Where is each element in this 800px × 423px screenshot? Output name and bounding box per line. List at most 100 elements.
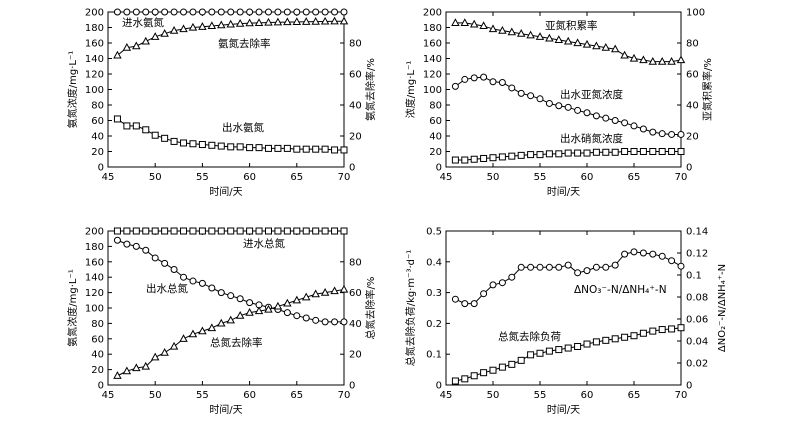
data-point-circle <box>508 84 516 92</box>
x-tick-label: 50 <box>149 390 162 401</box>
data-point-circle <box>236 8 244 16</box>
data-point-triangle <box>160 348 169 356</box>
data-point-circle <box>527 92 535 100</box>
data-point-circle <box>208 8 216 16</box>
data-point-circle <box>331 318 339 326</box>
data-point-triangle <box>198 326 207 335</box>
y-tick-label: 0.4 <box>426 257 442 268</box>
data-point-triangle <box>545 33 554 42</box>
y-tick-label: 100 <box>85 304 104 315</box>
y2-tick-label: 60 <box>349 70 362 81</box>
data-point-circle <box>574 106 582 114</box>
chart-panel-1: 45 50 55 60 65 700204060801001201401601802000… <box>66 8 377 199</box>
y-tick-label: 100 <box>85 85 104 96</box>
data-point-circle <box>180 8 188 16</box>
data-point-square <box>649 148 657 155</box>
y-tick-label: 0.2 <box>426 319 442 330</box>
data-point-square <box>302 227 310 235</box>
y-tick-label: 0 <box>98 163 104 174</box>
x-tick-label: 65 <box>290 390 303 401</box>
data-point-triangle <box>301 292 311 301</box>
y-tick-label: 120 <box>423 70 442 81</box>
data-point-square <box>180 227 188 235</box>
y-tick-label: 80 <box>91 319 104 330</box>
x-tick-label: 55 <box>196 172 209 183</box>
data-point-circle <box>132 242 140 250</box>
data-point-triangle <box>283 17 292 26</box>
y-tick-label: 60 <box>91 116 104 127</box>
data-point-circle <box>470 300 478 308</box>
data-point-triangle <box>188 329 198 338</box>
data-point-triangle <box>273 17 283 26</box>
data-point-triangle <box>283 298 292 307</box>
data-point-square <box>161 134 169 142</box>
data-point-triangle <box>160 29 169 37</box>
chart-panel-2: 45 50 55 60 65 700204060801001201401601802000… <box>404 8 714 199</box>
data-point-triangle <box>113 371 122 379</box>
data-point-circle <box>489 78 497 86</box>
data-point-circle <box>621 250 629 258</box>
data-point-square <box>340 146 348 154</box>
y-tick-label: 0.3 <box>426 288 442 299</box>
y2-tick-label: 20 <box>349 350 362 361</box>
x-tick-label: 45 <box>102 390 115 401</box>
data-point-circle <box>611 117 619 124</box>
data-point-circle <box>132 8 140 16</box>
data-point-square <box>142 126 150 134</box>
data-point-triangle <box>535 32 545 40</box>
data-point-square <box>658 148 666 155</box>
data-point-triangle <box>226 315 235 324</box>
data-point-triangle <box>582 39 592 48</box>
data-point-triangle <box>311 16 320 25</box>
x-axis-title: 时间/天 <box>209 185 242 198</box>
data-point-triangle <box>330 16 339 25</box>
data-point-square <box>170 137 178 145</box>
series-annotation: 进水总氮 <box>243 237 285 250</box>
data-point-square <box>170 227 178 235</box>
data-point-square <box>217 142 225 150</box>
data-point-circle <box>508 273 516 281</box>
data-point-square <box>527 151 535 159</box>
data-point-circle <box>170 266 178 273</box>
data-point-triangle <box>488 24 498 33</box>
data-point-square <box>668 148 676 155</box>
data-point-triangle <box>563 36 573 45</box>
y-tick-label: 40 <box>429 132 442 143</box>
data-point-square <box>151 131 159 139</box>
data-point-triangle <box>207 21 217 30</box>
data-point-square <box>480 154 488 162</box>
data-point-circle <box>293 312 301 320</box>
data-point-square <box>198 141 206 149</box>
data-point-circle <box>564 103 572 111</box>
y2-axis-title: 亚氮积累率/% <box>701 58 714 121</box>
y2-tick-label: 0.14 <box>686 227 708 238</box>
data-point-circle <box>227 292 235 300</box>
y-tick-label: 20 <box>91 365 104 376</box>
data-point-circle <box>583 267 591 275</box>
x-axis-title: 时间/天 <box>209 403 242 416</box>
data-point-circle <box>217 8 225 16</box>
data-point-square <box>639 148 647 155</box>
data-point-circle <box>564 261 572 269</box>
data-point-square <box>180 139 188 147</box>
x-tick-label: 45 <box>440 390 453 401</box>
data-point-square <box>649 327 657 335</box>
y-tick-label: 160 <box>423 39 442 50</box>
data-point-square <box>217 227 225 235</box>
data-point-circle <box>592 112 600 120</box>
data-point-circle <box>498 79 506 87</box>
data-point-square <box>508 360 516 368</box>
data-point-circle <box>517 89 525 97</box>
data-point-circle <box>331 8 339 16</box>
series-annotation: 出水亚氮浓度 <box>560 88 623 101</box>
y-axis-title: 氨氮浓度/mg·L⁻¹ <box>66 269 79 347</box>
data-point-square <box>602 336 610 344</box>
data-point-circle <box>227 8 235 16</box>
data-point-square <box>321 227 329 235</box>
data-point-triangle <box>320 16 330 25</box>
data-point-square <box>480 369 488 377</box>
x-tick-label: 60 <box>243 390 256 401</box>
data-point-square <box>639 329 647 337</box>
y2-tick-label: 0.04 <box>686 337 708 348</box>
data-point-triangle <box>667 56 676 65</box>
